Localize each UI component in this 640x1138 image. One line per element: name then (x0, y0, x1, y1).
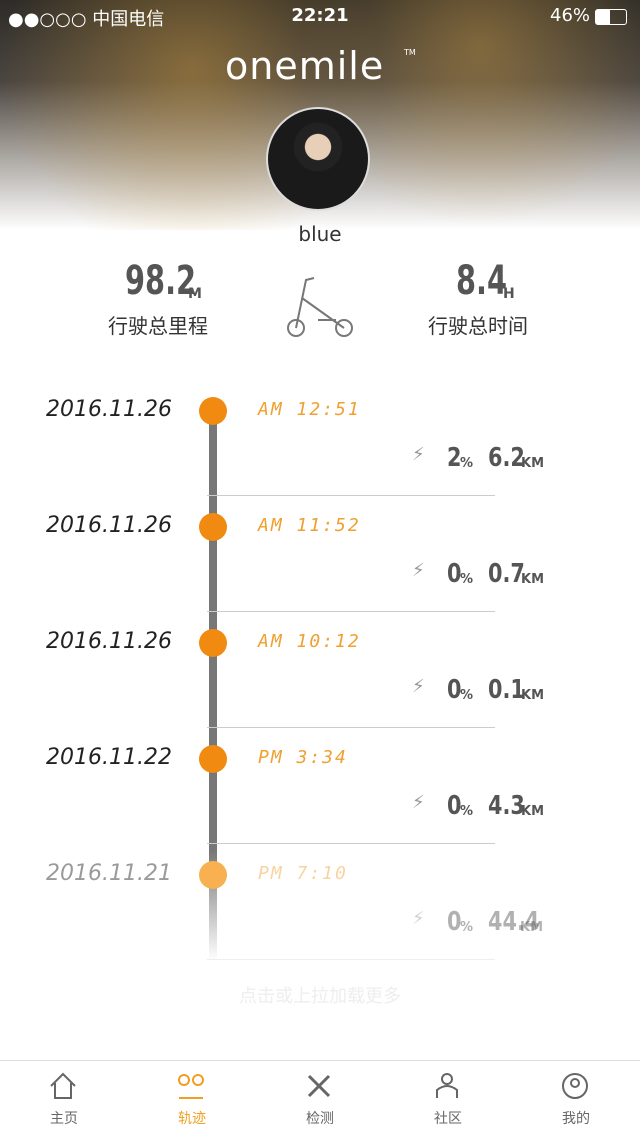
distance-unit: KM (521, 456, 545, 471)
stat-label: 行驶总里程 (108, 314, 208, 338)
trip-battery: 2 (447, 443, 462, 473)
trip-battery: 0 (447, 791, 462, 821)
row-separator (207, 959, 495, 960)
trip-distance: 0.7 (488, 559, 525, 589)
tab-item[interactable]: 我的 (512, 1062, 640, 1138)
trip-date: 2016.11.22 (46, 745, 172, 770)
tab-icon (307, 1074, 331, 1098)
bolt-icon: ⚡ (412, 676, 425, 697)
row-separator (207, 727, 495, 728)
logo: onemile (225, 44, 385, 88)
scooter-icon (287, 277, 353, 337)
bolt-icon: ⚡ (412, 560, 425, 581)
trip-time[interactable]: PM 3:34 (258, 747, 348, 768)
tab-label: 我的 (562, 1111, 590, 1127)
username: blue (298, 222, 342, 246)
stat-unit: M (188, 286, 202, 302)
tab-label: 主页 (50, 1111, 78, 1127)
trip-time[interactable]: AM 12:51 (258, 399, 361, 420)
avatar[interactable] (266, 107, 370, 211)
stat-unit: H (503, 286, 515, 302)
trip-date: 2016.11.26 (46, 513, 172, 538)
row-separator (207, 495, 495, 496)
trip-distance: 0.1 (488, 675, 525, 705)
bolt-icon: ⚡ (412, 792, 425, 813)
distance-unit: KM (521, 688, 545, 703)
timeline-dot (199, 513, 227, 541)
timeline-dot (199, 745, 227, 773)
battery-level: 46% (550, 5, 591, 26)
battery-unit: % (460, 688, 474, 703)
tab-label: 社区 (434, 1111, 462, 1127)
trip-time[interactable]: AM 10:12 (258, 631, 361, 652)
trip-distance: 44.4 (488, 907, 540, 937)
tab-icon (436, 1073, 458, 1098)
battery-icon (595, 9, 627, 25)
trip-date: 2016.11.21 (46, 861, 172, 886)
trip-battery: 0 (447, 907, 462, 937)
battery-unit: % (460, 804, 474, 819)
tab-item[interactable]: 轨迹 (128, 1062, 256, 1138)
trip-battery: 0 (447, 559, 462, 589)
carrier: ●●○○○ 中国电信 (8, 9, 165, 30)
tab-item[interactable]: 检测 (256, 1062, 384, 1138)
trip-date: 2016.11.26 (46, 397, 172, 422)
tab-icon (50, 1072, 76, 1099)
bolt-icon: ⚡ (412, 444, 425, 465)
timeline-dot (199, 397, 227, 425)
stat-label: 行驶总时间 (428, 314, 528, 338)
trademark: TM (404, 48, 416, 57)
battery-unit: % (460, 572, 474, 587)
trip-battery: 0 (447, 675, 462, 705)
stat-value: 98.2 (125, 258, 197, 304)
trip-time[interactable]: AM 11:52 (258, 515, 361, 536)
load-more[interactable]: 点击或上拉加载更多 (239, 986, 401, 1007)
bolt-icon: ⚡ (412, 908, 425, 929)
stat-value: 8.4 (456, 258, 507, 304)
timeline-line (209, 411, 217, 961)
distance-unit: KM (521, 804, 545, 819)
tab-label: 轨迹 (178, 1111, 206, 1127)
tab-item[interactable]: 主页 (0, 1062, 128, 1138)
timeline-dot (199, 629, 227, 657)
trip-distance: 4.3 (488, 791, 525, 821)
trip-distance: 6.2 (488, 443, 525, 473)
trip-date: 2016.11.26 (46, 629, 172, 654)
row-separator (207, 843, 495, 844)
battery-unit: % (460, 920, 474, 935)
trip-time[interactable]: PM 7:10 (258, 863, 348, 884)
tab-item[interactable]: 社区 (384, 1062, 512, 1138)
clock: 22:21 (291, 5, 349, 26)
tab-icon (178, 1074, 204, 1099)
tab-icon (562, 1073, 588, 1099)
row-separator (207, 611, 495, 612)
tab-bar-border (0, 1060, 640, 1061)
tab-label: 检测 (306, 1111, 334, 1127)
timeline-dot (199, 861, 227, 889)
distance-unit: KM (520, 920, 544, 935)
battery-unit: % (460, 456, 474, 471)
distance-unit: KM (521, 572, 545, 587)
